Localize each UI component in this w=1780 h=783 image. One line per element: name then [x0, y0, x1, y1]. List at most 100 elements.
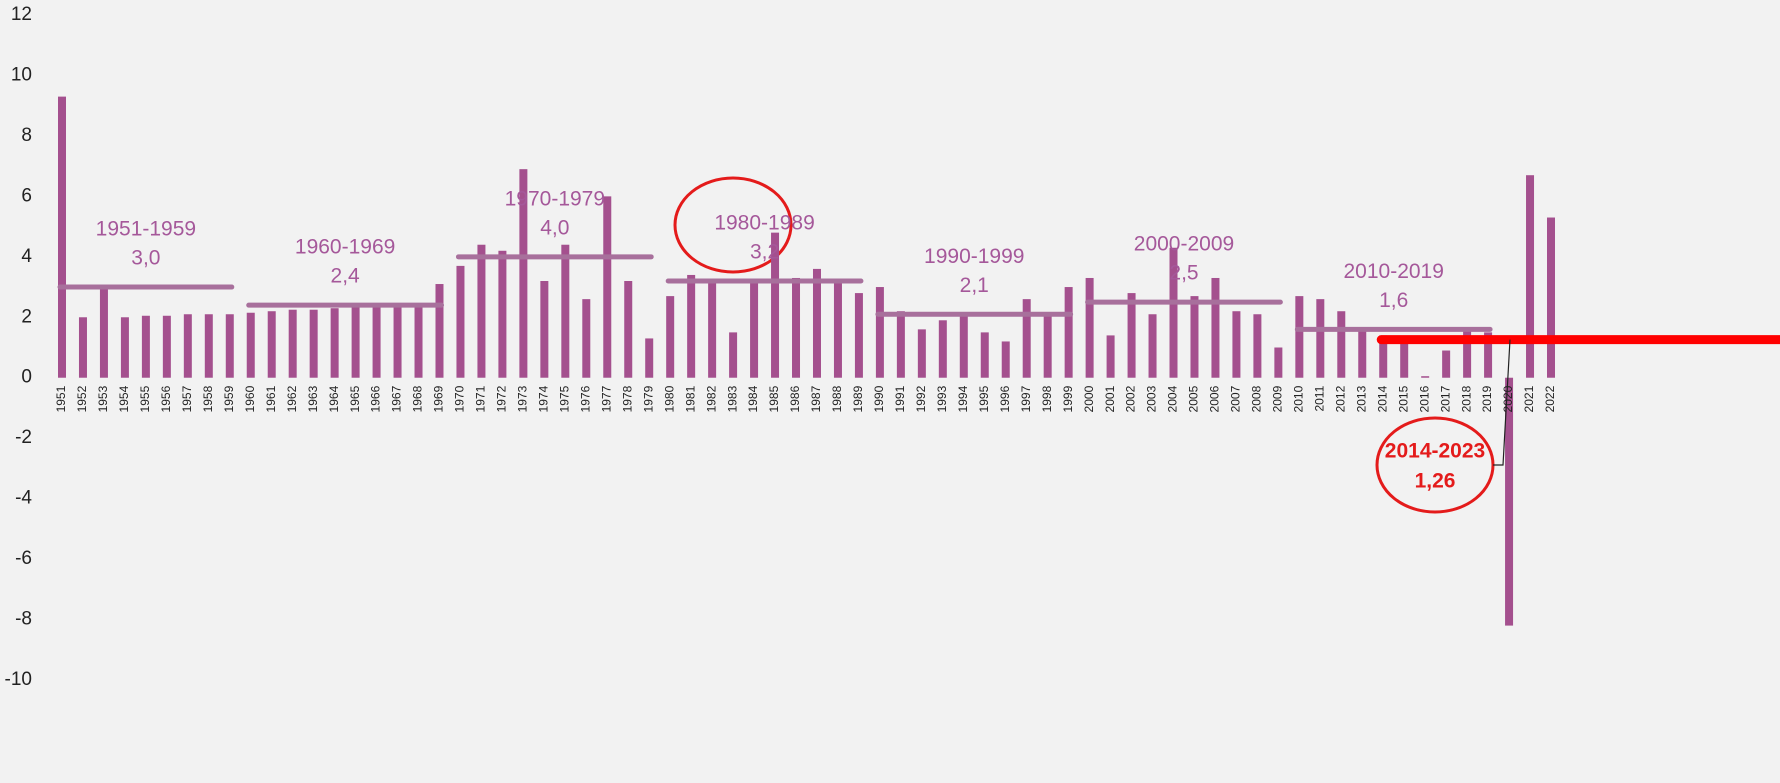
x-tick-label: 1990 [872, 385, 886, 412]
y-tick-label: 2 [21, 306, 32, 327]
x-tick-label: 2021 [1522, 385, 1536, 412]
y-tick-label: 12 [11, 4, 32, 25]
bar [225, 314, 234, 378]
x-tick-label: 1952 [75, 385, 89, 412]
x-tick-label: 1986 [788, 385, 802, 412]
x-tick-label: 1965 [348, 385, 362, 412]
bar [959, 314, 968, 378]
bar [750, 281, 759, 378]
x-tick-label: 1955 [138, 385, 152, 412]
y-tick-label: -6 [15, 548, 32, 569]
x-tick-label: 1961 [264, 385, 278, 412]
bar [1085, 277, 1094, 378]
bar [1421, 376, 1430, 378]
bar [1526, 175, 1535, 378]
decade-value-label: 2,4 [331, 265, 361, 288]
decade-label: 1960-1969 [295, 236, 395, 259]
x-tick-label: 1975 [557, 385, 571, 412]
x-tick-label: 1969 [432, 385, 446, 412]
x-tick-label: 2000 [1082, 385, 1096, 412]
x-tick-label: 1972 [495, 385, 509, 412]
bar [1232, 311, 1241, 378]
x-tick-label: 2009 [1271, 385, 1285, 412]
x-tick-label: 1988 [830, 385, 844, 412]
decade-label: 2000-2009 [1134, 233, 1234, 256]
bar [729, 332, 738, 378]
x-tick-label: 1970 [453, 385, 467, 412]
x-tick-label: 1958 [201, 385, 215, 412]
bar [1148, 314, 1157, 378]
bar [1127, 293, 1136, 378]
bar [1190, 296, 1199, 378]
x-tick-label: 2018 [1459, 385, 1473, 412]
bar [1505, 377, 1514, 626]
x-tick-label: 2010 [1292, 385, 1306, 412]
x-tick-label: 2008 [1250, 385, 1264, 412]
bar [833, 281, 842, 378]
bar [938, 320, 947, 378]
y-tick-label: 4 [21, 246, 32, 267]
x-tick-label: 1957 [180, 385, 194, 412]
x-tick-label: 1968 [411, 385, 425, 412]
bar [58, 96, 66, 378]
x-tick-label: 2004 [1166, 385, 1180, 412]
y-tick-label: 8 [21, 125, 32, 146]
bar [288, 309, 297, 378]
x-tick-label: 2011 [1312, 385, 1326, 411]
y-tick-label: -10 [5, 669, 32, 690]
bar [372, 306, 381, 378]
highlight-circle [1375, 416, 1495, 514]
x-tick-label: 1999 [1061, 385, 1075, 412]
x-tick-label: 1984 [746, 385, 760, 412]
bar [120, 317, 129, 378]
x-tick-label: 2001 [1103, 385, 1117, 412]
x-tick-label: 1996 [998, 385, 1012, 412]
bar [1400, 341, 1409, 378]
y-tick-label: -8 [15, 609, 32, 630]
bar [1169, 247, 1178, 378]
bar [1295, 296, 1304, 378]
bar [1253, 314, 1262, 378]
bar [792, 277, 801, 378]
bar [519, 169, 528, 378]
bar [980, 332, 989, 378]
bar [875, 287, 884, 378]
decade-value-label: 3,2 [750, 241, 779, 264]
x-tick-label: 2013 [1354, 385, 1368, 412]
bar [1001, 341, 1010, 378]
y-tick-label: 0 [21, 367, 32, 388]
x-tick-label: 1954 [117, 385, 131, 412]
decade-label: 2010-2019 [1343, 260, 1443, 283]
decade-value-label: 4,0 [540, 216, 569, 239]
leader-line [1493, 339, 1511, 466]
x-tick-label: 1951 [54, 385, 68, 412]
bar [309, 309, 318, 378]
x-tick-label: 2006 [1208, 385, 1222, 412]
decade-label: 1980-1989 [714, 212, 814, 235]
bar [1337, 311, 1346, 378]
x-tick-label: 1992 [914, 385, 928, 412]
bar [183, 314, 192, 378]
bar [498, 250, 507, 378]
bar [1547, 217, 1555, 378]
x-tick-label: 2022 [1543, 385, 1557, 412]
x-tick-label: 2003 [1145, 385, 1159, 412]
x-tick-label: 2005 [1187, 385, 1201, 412]
x-tick-label: 1993 [935, 385, 949, 412]
x-tick-label: 1979 [641, 385, 655, 412]
y-tick-label: -4 [15, 488, 32, 509]
bar [561, 244, 570, 378]
x-tick-label: 1976 [578, 385, 592, 412]
decade-value-label: 3,0 [131, 247, 160, 270]
decade-label: 1990-1999 [924, 245, 1024, 268]
bar [812, 268, 821, 378]
bar [414, 305, 423, 378]
bar [141, 315, 150, 378]
x-tick-label: 2017 [1438, 385, 1452, 412]
y-tick-label: 10 [11, 64, 32, 85]
x-tick-label: 1971 [474, 385, 488, 412]
x-tick-label: 1994 [956, 385, 970, 412]
decade-value-label: 1,6 [1379, 289, 1408, 312]
x-tick-label: 1956 [159, 385, 173, 412]
